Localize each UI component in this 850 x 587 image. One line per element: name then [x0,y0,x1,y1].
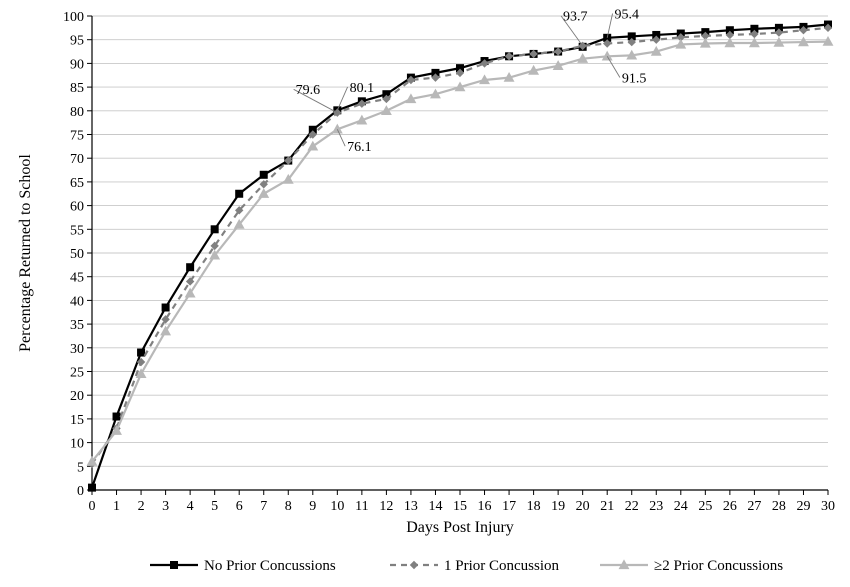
x-tick-label: 7 [260,499,267,514]
x-tick-label: 10 [330,499,344,514]
x-tick-label: 5 [211,499,218,514]
y-axis-label: Percentage Returned to School [17,154,34,352]
legend: No Prior Concussions 1 Prior Concussion ≥2… [150,558,783,574]
x-tick-label: 25 [698,499,712,514]
x-tick-label: 4 [187,499,194,514]
x-tick-label: 23 [649,499,663,514]
x-tick-label: 27 [747,499,761,514]
x-tick-label: 14 [428,499,442,514]
x-tick-label: 22 [625,499,639,514]
y-tick-label: 5 [77,460,84,475]
y-tick-label: 0 [77,484,84,499]
y-tick-label: 15 [70,413,84,428]
x-tick-label: 21 [600,499,614,514]
y-tick-label: 10 [70,437,84,452]
x-tick-label: 3 [162,499,169,514]
annotation-label: 76.1 [347,140,372,155]
x-tick-label: 26 [723,499,737,514]
x-axis-label: Days Post Injury [406,519,514,536]
x-tick-label: 0 [89,499,96,514]
legend-label-no-prior: No Prior Concussions [204,558,336,574]
x-tick-label: 8 [285,499,292,514]
x-tick-label: 17 [502,499,516,514]
y-tick-label: 50 [70,247,84,262]
x-tick-label: 1 [113,499,120,514]
annotation-label: 91.5 [622,71,647,86]
y-tick-label: 85 [70,81,84,96]
y-tick-label: 45 [70,271,84,286]
y-tick-label: 60 [70,200,84,215]
return-to-school-chart: 0510152025303540455055606570758085909510… [0,0,850,587]
y-tick-label: 75 [70,129,84,144]
y-tick-label: 100 [63,10,84,25]
x-tick-label: 11 [355,499,368,514]
x-tick-label: 16 [478,499,492,514]
x-tick-label: 20 [576,499,590,514]
annotation-label: 93.7 [563,10,588,25]
chart-container: 0510152025303540455055606570758085909510… [0,0,850,587]
x-tick-label: 13 [404,499,418,514]
annotation-label: 95.4 [615,7,640,22]
y-tick-label: 55 [70,223,84,238]
x-tick-label: 15 [453,499,467,514]
x-tick-label: 6 [236,499,243,514]
legend-label-one-prior: 1 Prior Concussion [444,558,560,574]
annotation-label: 79.6 [296,83,321,98]
x-tick-label: 12 [379,499,393,514]
x-tick-label: 2 [138,499,145,514]
x-tick-label: 28 [772,499,786,514]
y-tick-label: 30 [70,342,84,357]
x-tick-label: 30 [821,499,835,514]
legend-label-two-prior: ≥2 Prior Concussions [654,558,783,574]
y-tick-label: 35 [70,318,84,333]
x-tick-label: 9 [309,499,316,514]
y-tick-label: 95 [70,34,84,49]
y-tick-label: 70 [70,152,84,167]
y-tick-label: 40 [70,294,84,309]
x-tick-label: 18 [527,499,541,514]
y-tick-label: 20 [70,389,84,404]
x-tick-label: 24 [674,499,688,514]
annotation-label: 80.1 [350,81,375,96]
y-tick-label: 65 [70,176,84,191]
y-tick-label: 25 [70,366,84,381]
y-tick-label: 80 [70,105,84,120]
x-tick-label: 29 [796,499,810,514]
y-tick-label: 90 [70,57,84,72]
x-tick-label: 19 [551,499,565,514]
